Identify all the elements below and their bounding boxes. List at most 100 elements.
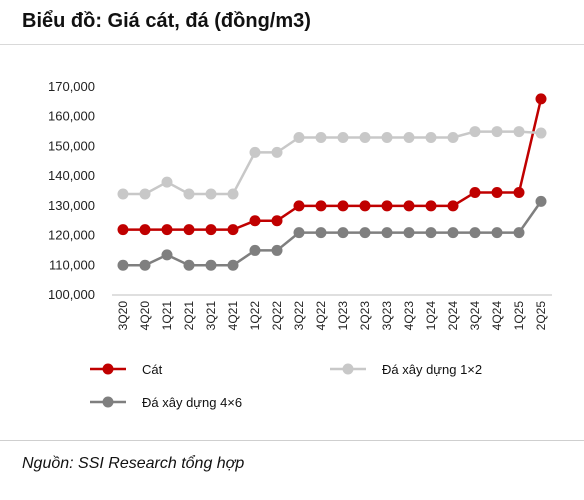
- data-point: [271, 146, 283, 158]
- data-point: [469, 186, 481, 198]
- x-tick-label: 2Q21: [182, 301, 196, 331]
- series-line: [123, 98, 543, 231]
- data-point: [205, 224, 217, 236]
- data-point: [315, 200, 327, 212]
- data-point: [249, 244, 261, 256]
- x-tick-label: 4Q24: [490, 301, 504, 331]
- footer-divider: [0, 440, 584, 441]
- legend-swatch-marker: [102, 396, 114, 408]
- data-point: [161, 176, 173, 188]
- data-point: [425, 227, 437, 239]
- y-tick-label: 170,000: [48, 79, 95, 94]
- data-point: [491, 126, 503, 138]
- series-1: [117, 93, 547, 236]
- source-note: Nguồn: SSI Research tổng hợp: [22, 455, 245, 472]
- title-divider: [0, 44, 584, 45]
- data-point: [293, 200, 305, 212]
- x-tick-label: 3Q23: [380, 301, 394, 331]
- data-point: [117, 259, 129, 271]
- x-tick-label: 2Q25: [534, 301, 548, 331]
- x-tick-label: 4Q23: [402, 301, 416, 331]
- y-tick-label: 100,000: [48, 287, 95, 302]
- data-point: [205, 259, 217, 271]
- legend-item: Đá xây dựng 4×6: [90, 395, 242, 410]
- data-point: [535, 93, 547, 105]
- x-tick-label: 3Q20: [116, 301, 130, 331]
- x-tick-label: 2Q22: [270, 301, 284, 331]
- data-point: [271, 215, 283, 227]
- data-point: [491, 227, 503, 239]
- data-point: [491, 186, 503, 198]
- data-point: [227, 224, 239, 236]
- data-point: [183, 224, 195, 236]
- x-tick-label: 2Q23: [358, 301, 372, 331]
- x-tick-label: 1Q25: [512, 301, 526, 331]
- data-point: [271, 244, 283, 256]
- data-point: [381, 200, 393, 212]
- data-point: [447, 200, 459, 212]
- data-point: [535, 127, 547, 139]
- legend-label: Đá xây dựng 4×6: [142, 395, 242, 410]
- data-point: [315, 132, 327, 144]
- data-point: [535, 195, 547, 207]
- x-tick-label: 2Q24: [446, 301, 460, 331]
- data-point: [337, 200, 349, 212]
- y-tick-label: 160,000: [48, 109, 95, 124]
- data-point: [117, 188, 129, 200]
- data-point: [183, 188, 195, 200]
- x-tick-label: 1Q22: [248, 301, 262, 331]
- data-point: [227, 188, 239, 200]
- series-3: [117, 195, 547, 271]
- data-point: [447, 132, 459, 144]
- data-point: [139, 259, 151, 271]
- data-point: [293, 132, 305, 144]
- x-axis: 3Q20 4Q20 1Q21 2Q21 3Q21 4Q21 1Q22 2Q22 3Q22 4Q22…: [112, 294, 552, 331]
- chart-title: Biểu đồ: Giá cát, đá (đồng/m3): [22, 10, 311, 32]
- y-tick-label: 120,000: [48, 228, 95, 243]
- data-point: [117, 224, 129, 236]
- data-point: [161, 224, 173, 236]
- data-point: [337, 227, 349, 239]
- data-point: [315, 227, 327, 239]
- x-tick-label: 4Q22: [314, 301, 328, 331]
- y-tick-label: 150,000: [48, 138, 95, 153]
- data-point: [249, 215, 261, 227]
- legend-item: Cát: [90, 362, 163, 377]
- data-point: [513, 227, 525, 239]
- y-axis: 100,000 110,000 120,000 130,000 140,000 150,0…: [48, 79, 95, 302]
- data-point: [403, 227, 415, 239]
- data-point: [139, 188, 151, 200]
- data-point: [249, 146, 261, 158]
- data-point: [447, 227, 459, 239]
- x-tick-label: 1Q23: [336, 301, 350, 331]
- data-point: [513, 186, 525, 198]
- data-point: [293, 227, 305, 239]
- data-point: [381, 132, 393, 144]
- series-2: [117, 126, 547, 200]
- legend-swatch-marker: [342, 363, 354, 375]
- x-tick-label: 4Q20: [138, 301, 152, 331]
- data-point: [227, 259, 239, 271]
- legend-label: Cát: [142, 362, 163, 377]
- x-tick-label: 1Q21: [160, 301, 174, 331]
- data-point: [359, 200, 371, 212]
- data-point: [359, 227, 371, 239]
- line-chart: 100,000 110,000 120,000 130,000 140,000 150,0…: [48, 79, 552, 410]
- data-point: [513, 126, 525, 138]
- data-point: [161, 249, 173, 261]
- data-point: [359, 132, 371, 144]
- legend-swatch-marker: [102, 363, 114, 375]
- data-point: [183, 259, 195, 271]
- legend-label: Đá xây dựng 1×2: [382, 362, 482, 377]
- data-point: [425, 132, 437, 144]
- x-tick-label: 1Q24: [424, 301, 438, 331]
- legend: Cát Đá xây dựng 1×2 Đá xây dựng 4×6: [90, 362, 482, 410]
- y-tick-label: 140,000: [48, 168, 95, 183]
- data-point: [381, 227, 393, 239]
- data-point: [205, 188, 217, 200]
- data-point: [425, 200, 437, 212]
- x-tick-label: 3Q21: [204, 301, 218, 331]
- data-point: [139, 224, 151, 236]
- y-tick-label: 110,000: [49, 257, 95, 272]
- data-point: [403, 132, 415, 144]
